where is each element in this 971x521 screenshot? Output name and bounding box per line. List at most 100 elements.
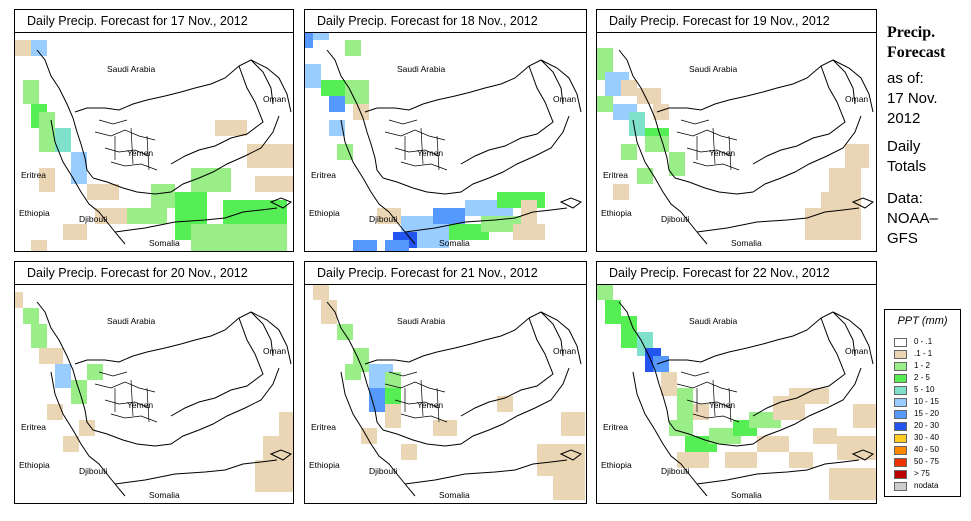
precip-cell bbox=[637, 168, 653, 184]
legend-swatch bbox=[894, 410, 907, 419]
precip-cell bbox=[361, 428, 377, 444]
forecast-panel-20nov: Daily Precip. Forecast for 20 Nov., 2012… bbox=[14, 261, 294, 504]
legend-title: PPT (mm) bbox=[897, 315, 948, 327]
precip-cell bbox=[321, 300, 337, 324]
map-label-saudi-arabia: Saudi Arabia bbox=[397, 316, 445, 326]
governorate-line bbox=[686, 147, 732, 157]
legend-swatch bbox=[894, 338, 907, 347]
country-boundaries bbox=[326, 49, 583, 245]
forecast-panel-21nov: Daily Precip. Forecast for 21 Nov., 2012… bbox=[304, 261, 587, 504]
precip-cell bbox=[47, 404, 63, 420]
governorate-line bbox=[712, 127, 716, 165]
boundary-line bbox=[540, 311, 582, 365]
legend-label: 40 - 50 bbox=[914, 445, 939, 454]
map-label-oman: Oman bbox=[263, 94, 286, 104]
legend-item: 30 - 40 bbox=[894, 433, 960, 443]
panel-title: Daily Precip. Forecast for 21 Nov., 2012 bbox=[305, 262, 586, 285]
precip-cell bbox=[151, 184, 175, 208]
precip-cell bbox=[39, 112, 55, 152]
map-label-somalia: Somalia bbox=[149, 238, 180, 248]
legend-swatch bbox=[894, 470, 907, 479]
precip-cell bbox=[55, 128, 71, 152]
legend-swatch bbox=[894, 434, 907, 443]
map-label-saudi-arabia: Saudi Arabia bbox=[107, 64, 155, 74]
map-label-yemen: Yemen bbox=[709, 148, 735, 158]
boundary-line bbox=[540, 59, 582, 113]
legend-label: 1 - 2 bbox=[914, 361, 931, 370]
panel-title: Daily Precip. Forecast for 18 Nov., 2012 bbox=[305, 10, 586, 33]
governorate-line bbox=[104, 399, 150, 409]
legend-swatch bbox=[894, 398, 907, 407]
governorate-line bbox=[146, 135, 150, 171]
governorate-line bbox=[728, 387, 732, 423]
precip-cell bbox=[313, 32, 329, 40]
map-label-yemen: Yemen bbox=[127, 148, 153, 158]
precip-cell bbox=[621, 144, 637, 160]
precip-cell bbox=[353, 104, 369, 120]
legend-item: > 75 bbox=[894, 469, 960, 479]
governorate-line bbox=[388, 371, 418, 377]
boundary-line bbox=[618, 49, 676, 179]
map-label-somalia: Somalia bbox=[439, 490, 470, 500]
precip-cell bbox=[513, 224, 545, 240]
precip-cell bbox=[329, 96, 345, 112]
governorate-line bbox=[686, 399, 732, 409]
precip-cell bbox=[79, 420, 95, 436]
socotra-island bbox=[269, 197, 293, 209]
precip-cell bbox=[321, 80, 345, 96]
boundary-line bbox=[382, 115, 570, 195]
precip-cell bbox=[449, 224, 489, 240]
map-label-oman: Oman bbox=[553, 346, 576, 356]
governorate-line bbox=[436, 135, 440, 171]
map-label-eritrea: Eritrea bbox=[21, 422, 46, 432]
sidebar-as-of: as of: bbox=[887, 70, 924, 87]
precip-cell bbox=[87, 184, 119, 200]
precip-cell bbox=[39, 348, 63, 364]
map-label-ethiopia: Ethiopia bbox=[309, 208, 340, 218]
legend-item: 10 - 15 bbox=[894, 397, 960, 407]
precip-cell bbox=[87, 364, 103, 380]
boundary-line bbox=[618, 301, 676, 431]
precip-cell bbox=[789, 388, 829, 404]
boundary-line bbox=[74, 59, 274, 113]
boundary-line bbox=[250, 311, 292, 365]
governorate-line bbox=[110, 161, 158, 171]
governorate-line bbox=[110, 413, 158, 423]
precip-cell bbox=[23, 308, 39, 324]
precip-cell bbox=[829, 468, 876, 500]
map-label-djibouti: Djibouti bbox=[661, 214, 689, 224]
map-label-somalia: Somalia bbox=[149, 490, 180, 500]
map-label-oman: Oman bbox=[263, 346, 286, 356]
precip-cell bbox=[561, 412, 585, 436]
precip-cell bbox=[669, 420, 693, 436]
legend-label: 50 - 75 bbox=[914, 457, 939, 466]
panel-title: Daily Precip. Forecast for 22 Nov., 2012 bbox=[597, 262, 876, 285]
sidebar-title-line1: Precip. bbox=[887, 24, 936, 41]
legend-label: nodata bbox=[914, 481, 939, 490]
socotra-island bbox=[559, 449, 583, 461]
legend-label: 20 - 30 bbox=[914, 421, 939, 430]
precip-cell bbox=[653, 356, 669, 372]
map-19nov: Saudi Arabia Oman Yemen Eritrea Ethiopia Djib… bbox=[597, 48, 875, 248]
precip-cell bbox=[621, 316, 637, 348]
boundary-line bbox=[364, 59, 564, 113]
precip-cell bbox=[255, 176, 293, 192]
precip-cell bbox=[497, 396, 513, 412]
sidebar-date: 17 Nov. bbox=[887, 90, 938, 107]
precip-cell bbox=[345, 40, 361, 56]
precip-cell bbox=[645, 136, 669, 152]
legend-item: .1 - 1 bbox=[894, 349, 960, 359]
map-label-ethiopia: Ethiopia bbox=[601, 208, 632, 218]
governorate-line bbox=[680, 119, 710, 125]
map-label-djibouti: Djibouti bbox=[369, 466, 397, 476]
map-18nov: Saudi Arabia Oman Yemen Eritrea Ethiopia Djib… bbox=[305, 32, 583, 251]
sidebar-daily: Daily bbox=[887, 138, 921, 155]
governorate-line bbox=[676, 381, 738, 393]
map-label-djibouti: Djibouti bbox=[369, 214, 397, 224]
precip-legend: PPT (mm) 0 - .1 .1 - 1 1 - 2 2 - 5 5 - 10 10 … bbox=[884, 309, 961, 497]
boundary-line bbox=[696, 207, 860, 233]
precip-cell bbox=[337, 144, 353, 160]
boundary-line bbox=[50, 119, 126, 245]
precip-cell bbox=[127, 208, 167, 224]
forecast-panel-17nov: Daily Precip. Forecast for 17 Nov., 2012… bbox=[14, 9, 294, 252]
